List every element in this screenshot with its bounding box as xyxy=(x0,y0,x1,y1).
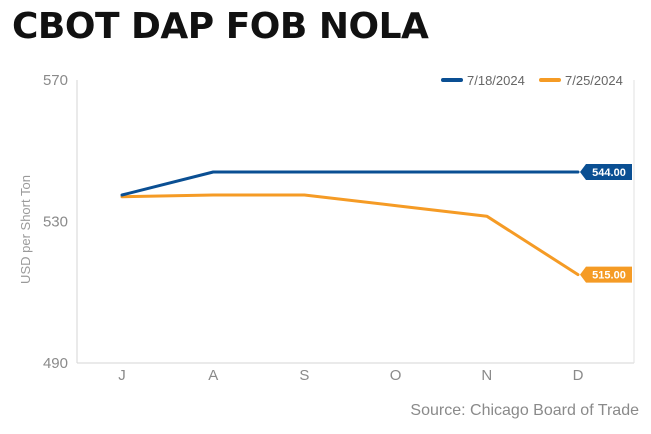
x-tick-label: D xyxy=(573,367,584,384)
chart-series xyxy=(120,170,580,277)
end-label-text: 515.00 xyxy=(592,270,626,282)
y-tick-label: 530 xyxy=(43,214,68,231)
end-value-labels: 544.00 515.00 xyxy=(580,163,632,283)
end-label-tag xyxy=(580,163,632,180)
x-tick-label: S xyxy=(299,367,309,384)
chart-title: CBOT DAP FOB NOLA xyxy=(12,6,429,47)
series-line-2 xyxy=(120,193,580,277)
legend-label: 7/25/2024 xyxy=(565,73,623,88)
y-axis-label: USD per Short Ton xyxy=(18,175,33,284)
chart-legend: 7/18/2024 7/25/2024 xyxy=(441,73,623,88)
source-note: Source: Chicago Board of Trade xyxy=(410,402,639,419)
chart-axes: 490 530 570 J A S O N D USD per Short Ton xyxy=(18,72,635,384)
x-tick-label: O xyxy=(390,367,402,384)
x-tick-label: A xyxy=(208,367,218,384)
x-tick-label: N xyxy=(481,367,492,384)
end-label-text: 544.00 xyxy=(592,167,626,179)
y-tick-label: 570 xyxy=(43,72,68,89)
legend-label: 7/18/2024 xyxy=(467,73,525,88)
x-tick-label: J xyxy=(118,367,126,384)
series-line-1 xyxy=(120,170,580,197)
y-tick-label: 490 xyxy=(43,355,68,372)
end-label-tag xyxy=(580,266,632,283)
